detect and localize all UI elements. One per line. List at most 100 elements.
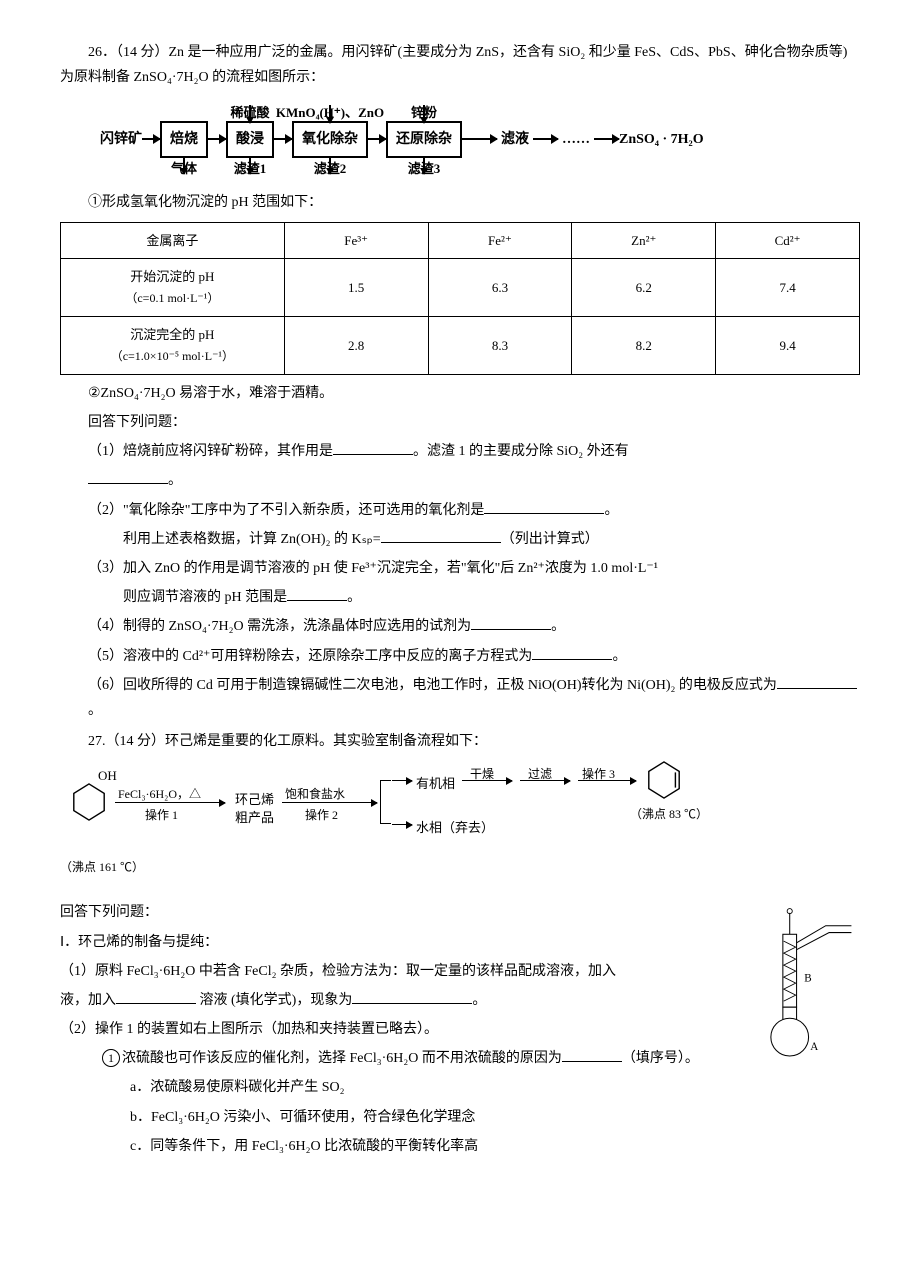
- arrow-icon: [274, 138, 292, 140]
- table-cell: 开始沉淀的 pH （c=0.1 mol·L⁻¹）: [61, 258, 285, 316]
- bp-end: （沸点 83 ℃）: [630, 804, 708, 826]
- flow1-dots: ……: [562, 127, 590, 152]
- cat-label: FeCl₃·6H₂O，△: [118, 784, 201, 806]
- dry-label: 干燥: [470, 764, 494, 786]
- table-cell: 8.3: [428, 316, 572, 374]
- oh-label: OH: [98, 764, 117, 787]
- blank-input[interactable]: [88, 470, 168, 484]
- q27-flow-diagram: OH （沸点 161 ℃） FeCl₃·6H₂O，△ 操作 1 环己烯 粗产品 …: [60, 762, 840, 892]
- op3-label: 操作 3: [582, 764, 615, 786]
- q27-intro-text: 环己烯是重要的化工原料。其实验室制备流程如下：: [165, 734, 487, 749]
- flow1-start: 闪锌矿: [100, 127, 142, 152]
- table-row: 开始沉淀的 pH （c=0.1 mol·L⁻¹） 1.5 6.3 6.2 7.4: [61, 258, 860, 316]
- q26-intro: 26．（14 分）Zn 是一种应用广泛的金属。用闪锌矿(主要成分为 ZnS，还含…: [60, 40, 860, 90]
- q27-s1-cont: 液，加入 溶液 (填化学式)，现象为。: [60, 988, 710, 1013]
- blank-input[interactable]: [532, 646, 612, 660]
- table-row: 沉淀完全的 pH （c=1.0×10⁻⁵ mol·L⁻¹） 2.8 8.3 8.…: [61, 316, 860, 374]
- q26-flow-diagram: 闪锌矿 焙烧 气体 酸浸 稀硫酸 滤渣1 氧化除杂 KMnO₄(H⁺)、ZnO …: [100, 122, 820, 156]
- q27-intro: 27.（14 分）环己烯是重要的化工原料。其实验室制备流程如下：: [60, 729, 860, 754]
- q26-s1-cont: 。: [60, 468, 860, 493]
- q27-opt-c: c．同等条件下，用 FeCl₃·6H₂O 比浓硫酸的平衡转化率高: [60, 1134, 860, 1159]
- flow1-bottom-0: 气体: [171, 157, 197, 180]
- blank-input[interactable]: [352, 990, 472, 1004]
- flow1-step-2: 氧化除杂 KMnO₄(H⁺)、ZnO 滤渣2: [292, 121, 368, 158]
- op2-label: 操作 2: [305, 805, 338, 827]
- q26-s4: （4）制得的 ZnSO₄·7H₂O 需洗涤，洗涤晶体时应选用的试剂为。: [60, 614, 860, 639]
- table-cell: 1.5: [284, 258, 428, 316]
- q27-number: 27.（14 分）: [88, 734, 165, 749]
- flow1-top-0: 稀硫酸: [230, 101, 269, 124]
- q26-s2: （2）"氧化除杂"工序中为了不引入新杂质，还可选用的氧化剂是。: [60, 498, 860, 523]
- apparatus-diagram: A B: [740, 900, 860, 1072]
- q26-note1: ①形成氢氧化物沉淀的 pH 范围如下：: [60, 190, 860, 215]
- q26-s5: （5）溶液中的 Cd²⁺可用锌粉除去，还原除杂工序中反应的离子方程式为。: [60, 644, 860, 669]
- table-cell: 9.4: [716, 316, 860, 374]
- table-cell: 8.2: [572, 316, 716, 374]
- blank-input[interactable]: [381, 529, 501, 543]
- circled-1-icon: 1: [102, 1049, 120, 1067]
- q27-answer-prompt: 回答下列问题：: [60, 900, 710, 925]
- table-cell: 6.2: [572, 258, 716, 316]
- blank-input[interactable]: [471, 616, 551, 630]
- table-row: 金属离子 Fe³⁺ Fe²⁺ Zn²⁺ Cd²⁺: [61, 222, 860, 258]
- arrow-icon: [533, 138, 558, 140]
- svg-text:A: A: [810, 1041, 818, 1053]
- arrow-icon: [208, 138, 226, 140]
- mid1b: 粗产品: [235, 806, 274, 829]
- org-label: 有机相: [416, 772, 455, 795]
- q26-s3b: 则应调节溶液的 pH 范围是。: [60, 585, 860, 610]
- table-header-4: Cd²⁺: [716, 222, 860, 258]
- table-header-3: Zn²⁺: [572, 222, 716, 258]
- arrow-icon: [462, 138, 497, 140]
- cyclohexene-icon: [645, 758, 683, 802]
- q26-table: 金属离子 Fe³⁺ Fe²⁺ Zn²⁺ Cd²⁺ 开始沉淀的 pH （c=0.1…: [60, 222, 860, 375]
- q26-s3: （3）加入 ZnO 的作用是调节溶液的 pH 使 Fe³⁺沉淀完全，若"氧化"后…: [60, 556, 860, 581]
- bracket-icon: [380, 780, 392, 824]
- flow1-bottom-3: 滤渣3: [408, 157, 441, 180]
- q26-s6: （6）回收所得的 Cd 可用于制造镍镉碱性二次电池，电池工作时，正极 NiO(O…: [60, 673, 860, 723]
- sat-label: 饱和食盐水: [285, 784, 345, 806]
- flow1-mid: 滤液: [501, 127, 529, 152]
- arrow-icon: [392, 780, 412, 781]
- q26-note2: ②ZnSO₄·7H₂O 易溶于水，难溶于酒精。: [60, 381, 860, 406]
- flow1-bottom-1: 滤渣1: [234, 157, 267, 180]
- table-cell: 6.3: [428, 258, 572, 316]
- q26-s1: （1）焙烧前应将闪锌矿粉碎，其作用是。滤渣 1 的主要成分除 SiO₂ 外还有: [60, 439, 860, 464]
- arrow-icon: [368, 138, 386, 140]
- arrow-icon: [594, 138, 619, 140]
- table-cell: 2.8: [284, 316, 428, 374]
- flow1-top-1: KMnO₄(H⁺)、ZnO: [276, 101, 384, 124]
- table-header-0: 金属离子: [61, 222, 285, 258]
- aq-label: 水相（弃去）: [416, 816, 494, 839]
- table-header-1: Fe³⁺: [284, 222, 428, 258]
- table-cell: 沉淀完全的 pH （c=1.0×10⁻⁵ mol·L⁻¹）: [61, 316, 285, 374]
- flow1-bottom-2: 滤渣2: [314, 157, 347, 180]
- blank-input[interactable]: [333, 441, 413, 455]
- q26-number: 26．（14 分）: [88, 45, 169, 60]
- blank-input[interactable]: [777, 675, 857, 689]
- q27-opt-a: a．浓硫酸易使原料碳化并产生 SO₂: [60, 1075, 860, 1100]
- blank-input[interactable]: [484, 500, 604, 514]
- table-cell: 7.4: [716, 258, 860, 316]
- blank-input[interactable]: [116, 990, 196, 1004]
- blank-input[interactable]: [562, 1048, 622, 1062]
- bp-start: （沸点 161 ℃）: [60, 857, 144, 879]
- blank-input[interactable]: [287, 587, 347, 601]
- flow1-step-3: 还原除杂 锌粉 滤渣3: [386, 121, 462, 158]
- q27-s1: （1）原料 FeCl₃·6H₂O 中若含 FeCl₂ 杂质，检验方法为：取一定量…: [60, 959, 710, 984]
- q27-opt-b: b．FeCl₃·6H₂O 污染小、可循环使用，符合绿色化学理念: [60, 1105, 860, 1130]
- arrow-icon: [392, 824, 412, 825]
- q26-answer-prompt: 回答下列问题：: [60, 410, 860, 435]
- svg-text:B: B: [804, 973, 811, 985]
- table-header-2: Fe²⁺: [428, 222, 572, 258]
- flow1-step-1: 酸浸 稀硫酸 滤渣1: [226, 121, 274, 158]
- op1-label: 操作 1: [145, 805, 178, 827]
- flow1-top-2: 锌粉: [411, 101, 437, 124]
- q26-intro-text: Zn 是一种应用广泛的金属。用闪锌矿(主要成分为 ZnS，还含有 SiO₂ 和少…: [60, 45, 847, 85]
- filter-label: 过滤: [528, 764, 552, 786]
- flow1-step-0: 焙烧 气体: [160, 121, 208, 158]
- flow1-end: ZnSO₄ · 7H₂O: [619, 127, 704, 152]
- q27-section1: Ⅰ．环己烯的制备与提纯：: [60, 930, 710, 955]
- q26-s2b: 利用上述表格数据，计算 Zn(OH)₂ 的 Kₛₚ=（列出计算式）: [60, 527, 860, 552]
- arrow-icon: [142, 138, 160, 140]
